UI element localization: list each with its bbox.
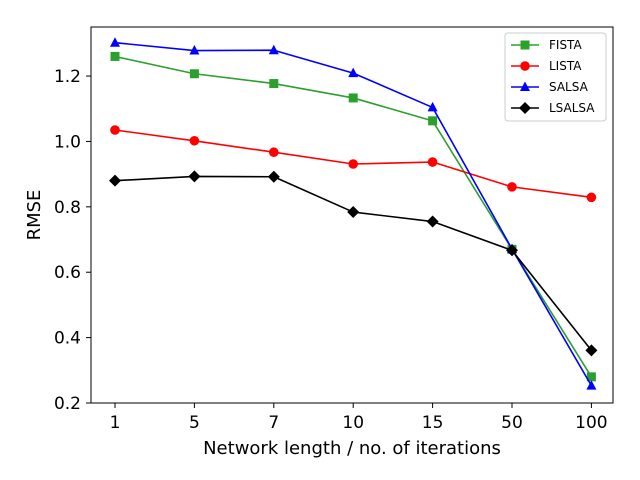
data-point-fista bbox=[110, 51, 120, 61]
data-point-fista bbox=[189, 69, 199, 79]
data-point-lista bbox=[586, 192, 597, 203]
data-point-salsa bbox=[268, 44, 279, 55]
data-point-lsalsa bbox=[426, 215, 439, 228]
y-axis-ticks: 0.2 0.4 0.6 0.8 1.0 1.2 bbox=[54, 67, 91, 414]
data-point-fista bbox=[348, 93, 358, 103]
data-point-lsalsa bbox=[585, 344, 598, 357]
data-point-fista bbox=[269, 79, 279, 89]
y-tick-label: 1.0 bbox=[54, 132, 81, 152]
y-axis-label: RMSE bbox=[24, 190, 45, 241]
x-tick-label: 15 bbox=[422, 413, 444, 433]
data-point-lista bbox=[507, 182, 517, 192]
legend: FISTA LISTA SALSA LSALSA bbox=[504, 32, 607, 122]
data-point-fista bbox=[586, 372, 596, 382]
y-tick-label: 0.6 bbox=[54, 263, 81, 283]
data-point-lista bbox=[348, 159, 359, 169]
legend-label-fista: FISTA bbox=[549, 38, 582, 52]
series-layer bbox=[109, 37, 598, 390]
data-point-salsa bbox=[427, 101, 438, 112]
data-point-lsalsa bbox=[347, 206, 360, 219]
data-point-lsalsa bbox=[109, 174, 121, 187]
series-lista bbox=[110, 125, 597, 203]
x-axis-ticks: 1 5 7 10 15 50 100 bbox=[110, 403, 608, 433]
data-point-salsa bbox=[586, 380, 597, 390]
x-axis-label: Network length / no. of iterations bbox=[203, 438, 501, 459]
legend-label-lista: LISTA bbox=[549, 59, 582, 73]
legend-marker-lsalsa bbox=[519, 102, 531, 114]
legend-marker-fista bbox=[520, 40, 530, 50]
x-tick-label: 10 bbox=[342, 413, 364, 433]
y-tick-label: 0.4 bbox=[54, 329, 81, 349]
x-tick-label: 7 bbox=[268, 413, 279, 433]
x-tick-label: 100 bbox=[575, 413, 607, 433]
x-tick-label: 1 bbox=[110, 413, 121, 433]
data-point-salsa bbox=[189, 45, 200, 55]
data-point-salsa bbox=[348, 67, 359, 78]
x-tick-label: 50 bbox=[501, 413, 523, 433]
x-tick-label: 5 bbox=[189, 413, 200, 433]
data-point-lsalsa bbox=[267, 170, 280, 183]
legend-marker-lista bbox=[520, 61, 530, 71]
y-tick-label: 0.8 bbox=[54, 198, 81, 218]
data-point-fista bbox=[428, 116, 438, 126]
data-point-lsalsa bbox=[506, 244, 518, 257]
legend-box bbox=[504, 32, 607, 122]
y-tick-label: 0.2 bbox=[54, 394, 81, 414]
series-lsalsa bbox=[109, 170, 598, 357]
data-point-salsa bbox=[110, 37, 120, 47]
data-point-lista bbox=[110, 125, 120, 135]
legend-label-lsalsa: LSALSA bbox=[549, 101, 595, 115]
data-point-lista bbox=[189, 135, 200, 146]
y-tick-label: 1.2 bbox=[54, 67, 81, 87]
data-point-lista bbox=[269, 147, 279, 158]
data-point-lista bbox=[427, 157, 438, 167]
data-point-lsalsa bbox=[188, 170, 201, 183]
legend-label-salsa: SALSA bbox=[549, 80, 589, 94]
legend-marker-salsa bbox=[520, 81, 530, 91]
plot-frame bbox=[90, 26, 614, 404]
